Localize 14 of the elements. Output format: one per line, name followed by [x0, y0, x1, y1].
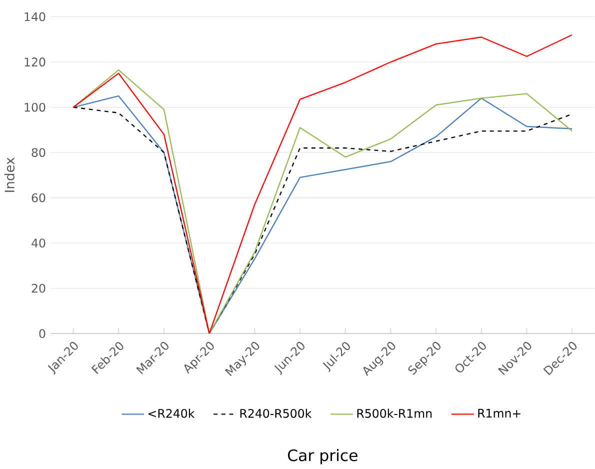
x-axis-title: Car price: [288, 449, 358, 464]
y-tick-label: 80: [32, 148, 46, 158]
legend-label: <R240k: [148, 408, 195, 418]
legend-label: R240-R500k: [240, 408, 312, 418]
legend-label: R1mn+: [478, 409, 520, 418]
y-tick-label: 40: [32, 238, 46, 248]
y-tick-label: 100: [24, 103, 46, 112]
legend-label: R500k-R1mn: [357, 408, 432, 418]
y-tick-label: 140: [24, 12, 46, 22]
y-axis-title: Index: [4, 158, 15, 192]
y-tick-label: 20: [32, 284, 46, 293]
y-tick-label: 0: [39, 329, 46, 338]
y-tick-label: 120: [24, 58, 46, 67]
y-tick-label: 60: [32, 194, 46, 202]
